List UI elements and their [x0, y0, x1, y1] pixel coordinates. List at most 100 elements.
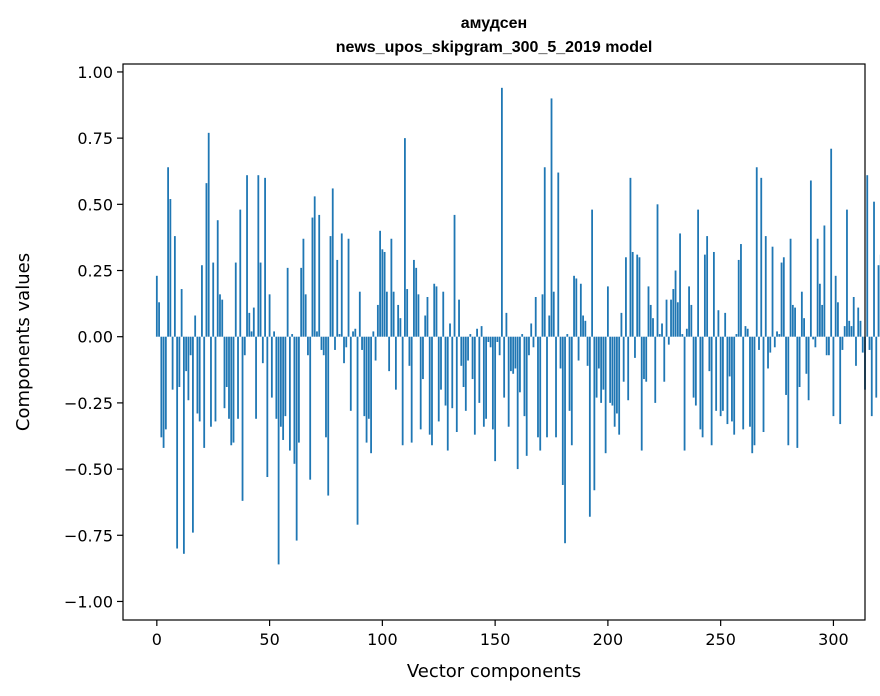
bar-75: [325, 336, 327, 438]
bar-232: [679, 233, 681, 337]
bar-211: [631, 251, 634, 337]
bar-165: [528, 336, 530, 356]
bar-153: [500, 87, 503, 337]
bar-308: [850, 326, 853, 337]
bar-39: [243, 336, 246, 356]
bar-194: [593, 336, 596, 491]
bar-297: [825, 336, 828, 356]
bar-36: [237, 336, 239, 419]
bar-306: [846, 209, 848, 337]
bar-14: [187, 336, 190, 401]
bar-80: [336, 259, 339, 337]
bar-35: [234, 262, 237, 337]
bar-57: [284, 336, 287, 417]
bar-135: [460, 336, 463, 366]
bar-110: [404, 138, 406, 337]
bar-285: [798, 336, 801, 387]
bar-49: [266, 336, 269, 478]
bar-19: [198, 336, 201, 422]
bar-248: [715, 336, 718, 411]
bar-257: [735, 334, 738, 337]
chart-title: амудсен: [461, 15, 527, 32]
bar-158: [512, 336, 515, 374]
bar-146: [485, 336, 487, 419]
bar-160: [516, 336, 519, 470]
bar-0: [155, 275, 158, 337]
bar-124: [435, 286, 438, 337]
bar-268: [760, 177, 763, 337]
bar-150: [494, 336, 497, 462]
y-axis: −1.00 −0.75 −0.50 −0.25 0.00 0.25 0.50 0.75 1.00: [64, 63, 123, 611]
bar-220: [652, 318, 654, 337]
bar-218: [647, 286, 650, 337]
bar-288: [805, 336, 808, 374]
bar-312: [859, 320, 862, 337]
bar-209: [627, 336, 630, 401]
bar-105: [392, 291, 395, 337]
bar-216: [643, 336, 645, 380]
bar-292: [814, 336, 817, 348]
bar-168: [534, 296, 537, 337]
bar-43: [252, 307, 255, 337]
bar-212: [634, 336, 636, 358]
bar-286: [800, 291, 803, 337]
bar-15: [189, 336, 192, 356]
bar-181: [564, 336, 566, 544]
bar-229: [672, 289, 675, 337]
bar-70: [313, 196, 316, 337]
bar-203: [613, 336, 616, 427]
bar-249: [717, 310, 720, 337]
bar-127: [442, 291, 445, 337]
bar-202: [611, 336, 614, 406]
bar-41: [248, 312, 251, 337]
bar-141: [473, 336, 476, 435]
bar-221: [654, 336, 657, 403]
bar-53: [275, 336, 278, 419]
bar-67: [307, 336, 309, 356]
bar-178: [557, 172, 560, 337]
plot-frame: [122, 63, 866, 621]
bar-4: [164, 336, 167, 430]
bar-313: [861, 336, 864, 353]
bar-74: [322, 336, 325, 356]
bar-61: [293, 336, 296, 464]
bar-155: [505, 312, 508, 337]
bar-245: [708, 336, 711, 372]
bar-119: [424, 315, 427, 337]
bar-204: [616, 336, 618, 414]
bar-55: [279, 336, 282, 427]
bar-266: [755, 167, 758, 337]
y-tick-label: 1.00: [77, 63, 113, 82]
bar-316: [868, 336, 871, 350]
bar-192: [588, 336, 591, 517]
bar-104: [390, 238, 393, 337]
bar-234: [683, 336, 686, 451]
bar-46: [259, 262, 262, 337]
bar-5: [167, 167, 169, 337]
bar-159: [514, 336, 517, 369]
bar-23: [207, 132, 210, 337]
bar-196: [597, 336, 600, 369]
bar-252: [724, 312, 727, 337]
bar-62: [295, 336, 298, 541]
bar-37: [239, 209, 242, 337]
bar-303: [839, 336, 842, 425]
bar-33: [230, 336, 233, 446]
bar-200: [606, 286, 609, 337]
bar-10: [178, 336, 181, 387]
bar-269: [762, 336, 765, 433]
bar-262: [746, 328, 749, 337]
bar-96: [372, 331, 375, 337]
bar-162: [521, 334, 524, 337]
bar-265: [753, 336, 756, 446]
bar-173: [546, 336, 548, 438]
bar-167: [532, 336, 535, 348]
bar-73: [320, 336, 323, 350]
bar-239: [694, 336, 697, 406]
bar-133: [455, 336, 458, 433]
bar-71: [316, 331, 318, 337]
bar-235: [685, 328, 688, 337]
bar-84: [345, 336, 348, 348]
bar-154: [503, 336, 506, 398]
bar-164: [525, 336, 528, 456]
